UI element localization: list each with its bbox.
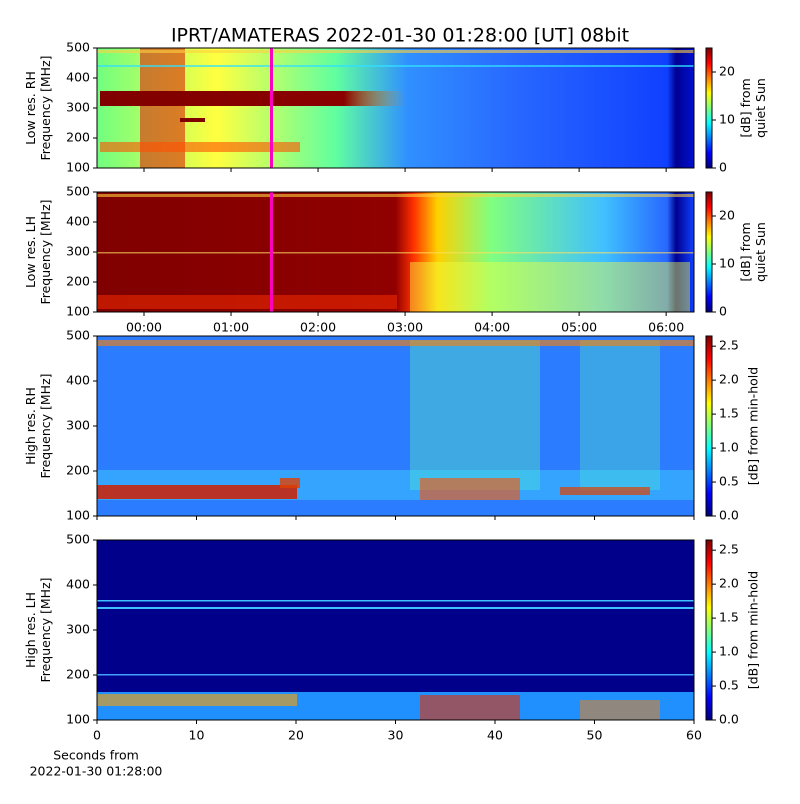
colorbar-label: quiet Sun xyxy=(753,78,768,138)
x-tick-label: 10 xyxy=(189,728,205,743)
y-tick-label: 100 xyxy=(66,712,90,727)
x-tick-label: 00:00 xyxy=(126,320,162,335)
y-axis-label: High res. LH xyxy=(23,592,38,668)
colorbar-tick-label: 20 xyxy=(719,208,735,223)
y-tick-label: 300 xyxy=(66,244,90,259)
x-tick-label: 06:00 xyxy=(648,320,684,335)
x-tick-label: 02:00 xyxy=(300,320,336,335)
x-tick-label: 20 xyxy=(288,728,304,743)
colorbar-label: quiet Sun xyxy=(753,222,768,282)
x-tick-label: 60 xyxy=(686,728,702,743)
colorbar-tick-label: 2.5 xyxy=(719,542,739,557)
colorbar xyxy=(705,47,713,169)
colorbar-tick-label: 1.0 xyxy=(719,644,739,659)
colorbar-tick-label: 1.5 xyxy=(719,406,739,421)
x-tick-label: 0 xyxy=(93,728,101,743)
colorbar-tick-label: 2.5 xyxy=(719,338,739,353)
y-axis-label: Frequency [MHz] xyxy=(38,55,53,160)
colorbar-tick-label: 0 xyxy=(719,160,727,175)
figure-title: IPRT/AMATERAS 2022-01-30 01:28:00 [UT] 0… xyxy=(171,25,629,47)
y-tick-label: 300 xyxy=(66,100,90,115)
y-tick-label: 400 xyxy=(66,373,90,388)
colorbar-tick-label: 10 xyxy=(719,256,735,271)
colorbar-tick-label: 0 xyxy=(719,304,727,319)
colorbar-tick-label: 2.0 xyxy=(719,576,739,591)
y-tick-label: 300 xyxy=(66,622,90,637)
y-tick-label: 100 xyxy=(66,160,90,175)
x-tick-label: 04:00 xyxy=(474,320,510,335)
y-tick-label: 500 xyxy=(66,40,90,55)
colorbar-tick-label: 2.0 xyxy=(719,372,739,387)
y-tick-label: 400 xyxy=(66,214,90,229)
colorbar-tick-label: 0.0 xyxy=(719,712,739,727)
y-tick-label: 500 xyxy=(66,328,90,343)
colorbar xyxy=(705,335,713,517)
colorbar-label: [dB] from xyxy=(738,222,753,281)
colorbar-tick-label: 1.5 xyxy=(719,610,739,625)
y-tick-label: 100 xyxy=(66,304,90,319)
y-axis-label: High res. RH xyxy=(23,387,38,465)
colorbar-tick-label: 20 xyxy=(719,64,735,79)
colorbar-tick-label: 10 xyxy=(719,112,735,127)
colorbar-tick-label: 1.0 xyxy=(719,440,739,455)
y-tick-label: 200 xyxy=(66,463,90,478)
y-axis-label: Frequency [MHz] xyxy=(38,199,53,304)
y-tick-label: 300 xyxy=(66,418,90,433)
colorbar xyxy=(705,539,713,721)
x-axis-label: 2022-01-30 01:28:00 xyxy=(30,764,163,779)
colorbar-label: [dB] from min-hold xyxy=(746,367,761,485)
y-tick-label: 500 xyxy=(66,184,90,199)
y-tick-label: 200 xyxy=(66,667,90,682)
y-tick-label: 500 xyxy=(66,532,90,547)
x-tick-label: 30 xyxy=(388,728,404,743)
colorbar-label: [dB] from min-hold xyxy=(746,571,761,689)
y-tick-label: 400 xyxy=(66,577,90,592)
x-tick-label: 50 xyxy=(587,728,603,743)
x-tick-label: 01:00 xyxy=(213,320,249,335)
colorbar xyxy=(705,191,713,313)
colorbar-tick-label: 0.5 xyxy=(719,474,739,489)
colorbar-label: [dB] from xyxy=(738,78,753,137)
y-tick-label: 200 xyxy=(66,130,90,145)
colorbar-tick-label: 0.0 xyxy=(719,508,739,523)
x-tick-label: 05:00 xyxy=(561,320,597,335)
y-tick-label: 200 xyxy=(66,274,90,289)
x-tick-label: 03:00 xyxy=(387,320,423,335)
colorbar-tick-label: 0.5 xyxy=(719,678,739,693)
y-tick-label: 100 xyxy=(66,508,90,523)
y-axis-label: Low res. RH xyxy=(23,71,38,145)
y-axis-label: Frequency [MHz] xyxy=(38,577,53,682)
y-axis-label: Frequency [MHz] xyxy=(38,373,53,478)
spectrogram-image xyxy=(97,48,694,720)
x-axis-label: Seconds from xyxy=(53,748,139,763)
x-tick-label: 40 xyxy=(487,728,503,743)
y-tick-label: 400 xyxy=(66,70,90,85)
y-axis-label: Low res. LH xyxy=(23,216,38,288)
